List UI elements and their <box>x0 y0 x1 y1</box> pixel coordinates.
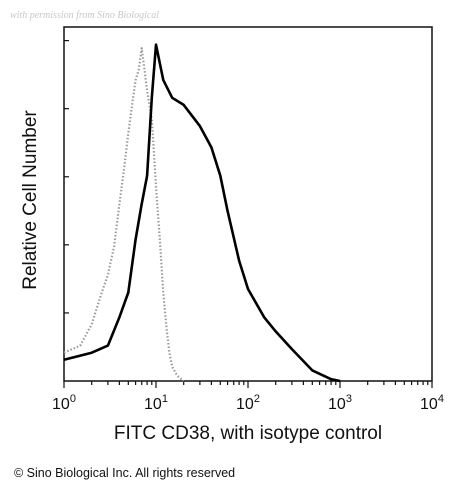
x-tick-label: 104 <box>420 393 444 413</box>
x-axis-label: FITC CD38, with isotype control <box>113 423 383 444</box>
x-axis-tick-labels: 100 101 102 103 104 <box>52 393 444 413</box>
y-axis-label: Relative Cell Number <box>20 110 41 290</box>
isotype-control-trace <box>63 47 185 382</box>
copyright-notice: © Sino Biological Inc. All rights reserv… <box>14 466 236 480</box>
x-tick-label: 102 <box>236 393 260 413</box>
histogram-series <box>63 43 341 383</box>
x-axis-ticks <box>63 381 433 388</box>
cd38-trace <box>63 43 341 383</box>
y-axis-ticks <box>64 40 69 314</box>
x-tick-label: 101 <box>144 393 168 413</box>
x-tick-label: 103 <box>328 393 352 413</box>
watermark-text: with permission from Sino Biological <box>10 10 160 21</box>
x-tick-label: 100 <box>52 393 76 413</box>
